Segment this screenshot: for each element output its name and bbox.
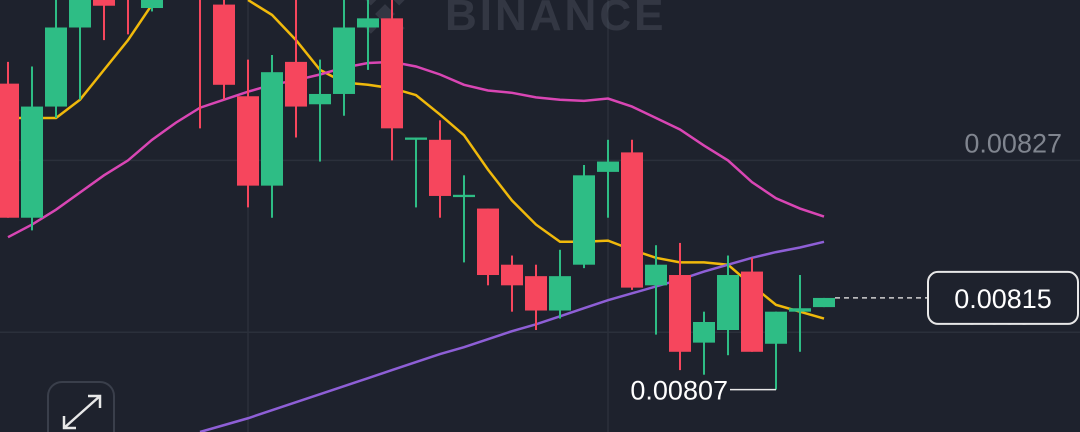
last-price-label: 0.00815: [954, 284, 1052, 314]
moving-average-line: [7, 60, 825, 239]
low-label: 0.00807: [630, 376, 728, 406]
candle-body: [501, 264, 523, 286]
candles: [0, 0, 835, 390]
candle-body: [789, 308, 811, 312]
candle-body: [93, 0, 115, 6]
candle-body: [333, 27, 355, 94]
overlay: 0.00815 0.00807: [630, 270, 1079, 406]
candle-body: [813, 297, 835, 308]
candle-body: [645, 264, 667, 286]
candle-body: [765, 311, 787, 344]
candle-body: [597, 161, 619, 172]
candle-body: [213, 4, 235, 85]
candle-body: [381, 18, 403, 129]
candle-body: [405, 137, 427, 140]
candle-body: [0, 83, 19, 218]
watermark-text: BINANCE: [445, 0, 666, 40]
candle-body: [309, 93, 331, 105]
candle-body: [357, 18, 379, 28]
moving-average-line: [199, 240, 825, 432]
last-price-box: [927, 270, 1079, 325]
y-tick-label: 0.00827: [964, 128, 1062, 158]
expand-button[interactable]: [47, 381, 115, 432]
grid: [0, 159, 1080, 334]
candle-body: [693, 321, 715, 343]
candle-body: [21, 106, 43, 218]
candle-body: [45, 27, 67, 107]
candle-body: [285, 61, 307, 107]
expand-icon[interactable]: [62, 394, 102, 430]
expand-button-frame[interactable]: [47, 381, 115, 432]
candle-body: [717, 275, 739, 331]
candle-body: [549, 276, 571, 311]
candle-body: [477, 208, 499, 276]
candle-body: [453, 194, 475, 198]
candle-body: [261, 72, 283, 186]
candle-body: [669, 275, 691, 352]
candle-body: [69, 0, 91, 28]
candle-body: [621, 152, 643, 288]
candle-body: [573, 175, 595, 265]
candle-body: [525, 276, 547, 311]
candle-body: [741, 271, 763, 352]
candle-body: [141, 0, 163, 9]
candle-body: [237, 96, 259, 186]
candle-body: [429, 139, 451, 196]
